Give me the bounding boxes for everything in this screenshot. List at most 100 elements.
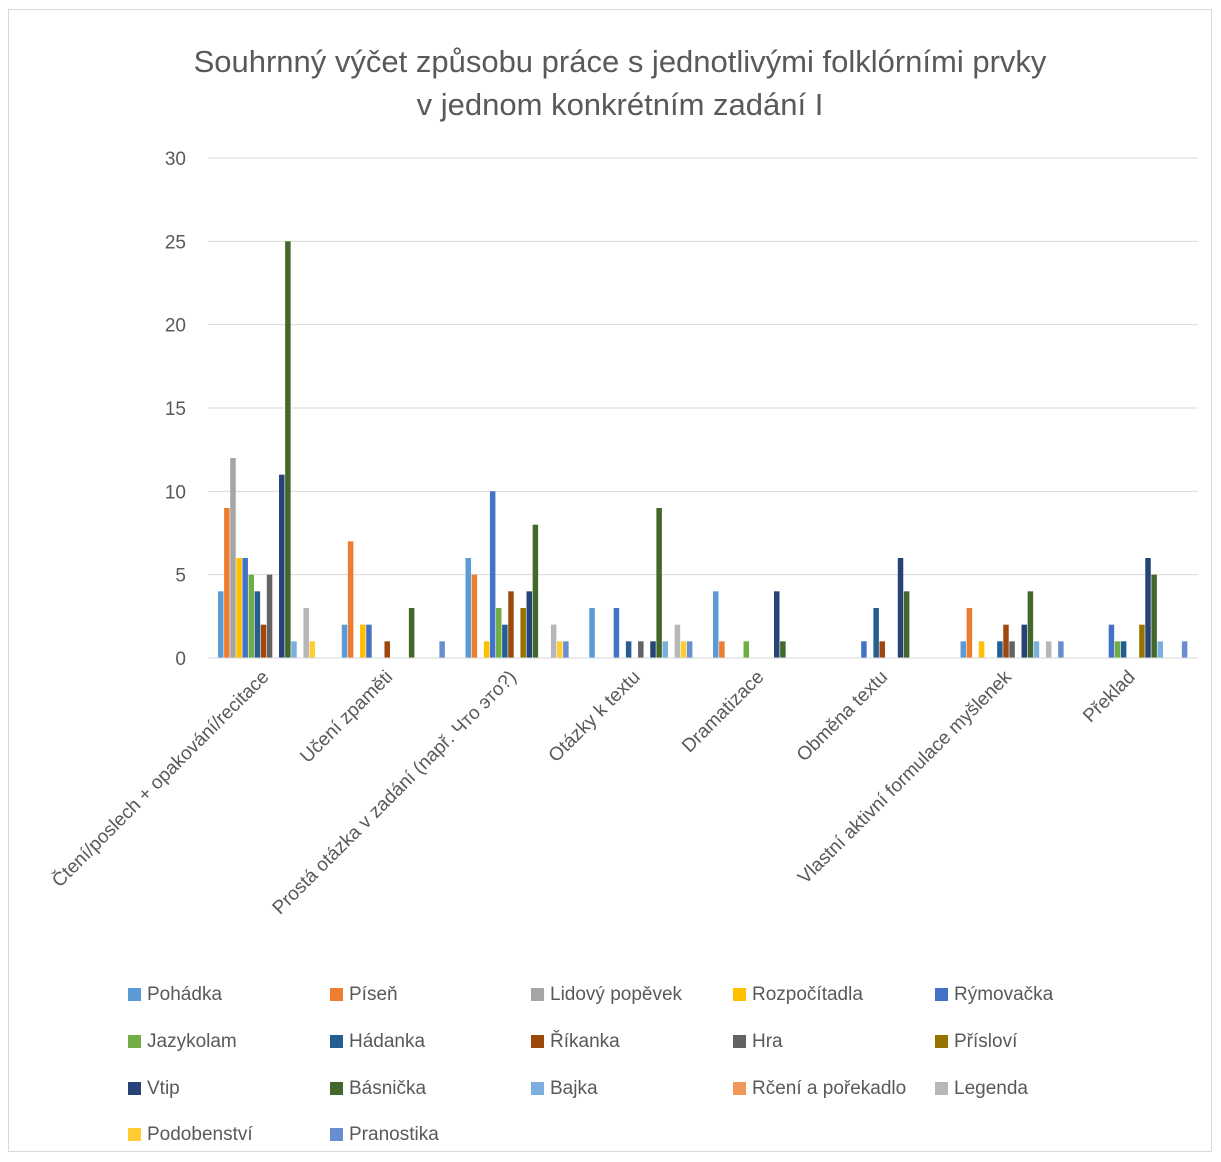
legend-label: Legenda <box>954 1078 1028 1099</box>
bar <box>1033 641 1040 658</box>
bar <box>557 641 563 658</box>
legend-label: Rčení a pořekadlo <box>752 1078 906 1099</box>
x-category-label: Prostá otázka v zadání (např. Что это?) <box>269 667 521 919</box>
legend-label: Podobenství <box>147 1124 253 1145</box>
legend-swatch <box>935 1082 948 1095</box>
legend-swatch <box>733 1035 746 1048</box>
bar <box>1181 641 1188 658</box>
legend-swatch <box>531 1082 544 1095</box>
bar <box>960 641 967 658</box>
bar <box>613 608 620 658</box>
legend-label: Hra <box>752 1031 783 1052</box>
bar <box>483 641 490 658</box>
legend-swatch <box>935 988 948 1001</box>
bar <box>719 641 725 658</box>
y-tick-label: 0 <box>175 649 186 670</box>
bar <box>662 641 668 658</box>
legend-label: Básnička <box>349 1078 427 1099</box>
bar <box>1145 558 1151 658</box>
y-tick-label: 20 <box>165 316 186 337</box>
bar <box>347 541 354 658</box>
y-tick-label: 10 <box>165 482 186 503</box>
bar <box>1045 641 1052 658</box>
x-category-label: Čtení/poslech + opakování/recitace <box>48 666 274 892</box>
legend-swatch <box>128 1128 141 1141</box>
legend-swatch <box>128 988 141 1001</box>
bar <box>1058 641 1064 658</box>
legend-label: Vtip <box>147 1078 180 1099</box>
x-category-label: Učení zpaměti <box>296 667 397 768</box>
bar <box>230 458 236 658</box>
chart-title-line-2: v jednom konkrétním zadání I <box>417 87 824 122</box>
bar <box>526 591 533 658</box>
bar <box>408 608 415 658</box>
legend-swatch <box>935 1035 948 1048</box>
bar <box>743 641 750 658</box>
bar <box>903 591 910 658</box>
bar <box>341 624 348 658</box>
bar <box>1003 624 1009 658</box>
chart-frame <box>8 9 1212 1152</box>
bar <box>218 591 224 658</box>
bar <box>254 591 261 658</box>
bar <box>309 641 316 658</box>
bar <box>978 641 985 658</box>
bar <box>502 624 508 658</box>
legend-label: Lidový popěvek <box>550 984 683 1005</box>
bar <box>879 641 885 658</box>
bar <box>260 624 267 658</box>
legend-label: Jazykolam <box>147 1031 237 1052</box>
bar <box>532 524 539 658</box>
legend-swatch <box>531 1035 544 1048</box>
bar <box>1114 641 1121 658</box>
bar <box>266 574 273 658</box>
bar <box>550 624 557 658</box>
bar <box>489 491 496 658</box>
x-category-label: Obměna textu <box>793 667 892 766</box>
bar <box>1120 641 1127 658</box>
bar <box>520 608 526 658</box>
bar <box>1108 624 1115 658</box>
bar <box>997 641 1003 658</box>
bar <box>1151 574 1157 658</box>
bar <box>625 641 632 658</box>
y-tick-label: 15 <box>165 399 186 420</box>
bar <box>224 508 230 658</box>
bar <box>966 608 973 658</box>
legend-swatch <box>330 1082 343 1095</box>
bar <box>508 591 514 658</box>
bar <box>360 624 366 658</box>
bar <box>780 641 786 658</box>
bar <box>1027 591 1034 658</box>
bar <box>650 641 656 658</box>
bar <box>589 608 595 658</box>
legend-swatch <box>330 1128 343 1141</box>
bar <box>563 641 569 658</box>
bar <box>285 241 291 658</box>
bar <box>366 624 372 658</box>
chart-title-line-1: Souhrnný výčet způsobu práce s jednotliv… <box>194 44 1047 79</box>
bar <box>713 591 719 658</box>
bar <box>303 608 309 658</box>
bar <box>248 574 255 658</box>
legend-label: Rozpočítadla <box>752 984 863 1005</box>
legend-label: Říkanka <box>550 1030 620 1052</box>
x-category-label: Překlad <box>1079 667 1139 727</box>
y-tick-label: 30 <box>165 149 186 170</box>
x-category-label: Otázky k textu <box>545 667 645 767</box>
bar <box>465 558 472 658</box>
legend-swatch <box>733 988 746 1001</box>
legend-label: Rýmovačka <box>954 984 1054 1005</box>
bar <box>774 591 780 658</box>
bar <box>279 474 285 658</box>
legend-swatch <box>531 988 544 1001</box>
legend-swatch <box>330 988 343 1001</box>
legend-label: Píseň <box>349 984 398 1005</box>
y-tick-label: 25 <box>165 232 186 253</box>
bar <box>236 558 242 658</box>
y-tick-label: 5 <box>175 566 186 587</box>
bar <box>1009 641 1015 658</box>
bar <box>1021 624 1028 658</box>
legend-label: Přísloví <box>954 1031 1018 1052</box>
